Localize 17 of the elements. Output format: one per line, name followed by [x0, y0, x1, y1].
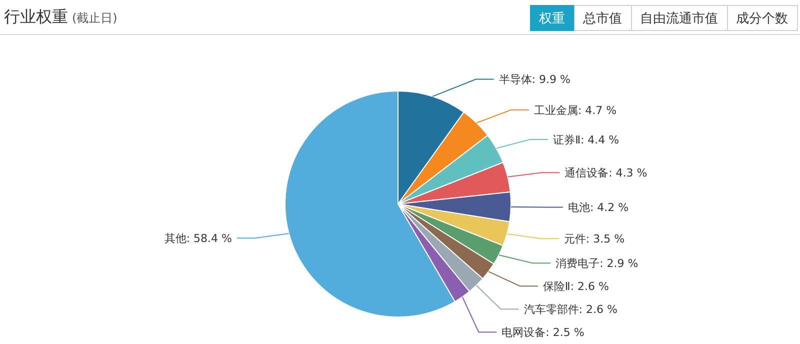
slice-label: 保险Ⅱ: 2.6 % — [542, 280, 609, 293]
tab-button: 成分个数 — [727, 5, 798, 31]
slice-label: 其他: 58.4 % — [164, 232, 232, 246]
slice-label: 元件: 3.5 % — [564, 232, 625, 246]
slice-label: 电网设备: 2.5 % — [502, 326, 584, 339]
tab-button: 权重 — [530, 5, 575, 31]
tab-button: 总市值 — [574, 5, 632, 31]
slice-label: 半导体: 9.9 % — [498, 73, 570, 86]
slice-label: 证券Ⅱ: 4.4 % — [553, 133, 620, 146]
slice-label: 工业金属: 4.7 % — [534, 104, 617, 117]
slice-label: 消费电子: 2.9 % — [556, 256, 638, 270]
slice-label: 电池: 4.2 % — [568, 201, 629, 214]
slice-label: 通信设备: 4.3 % — [564, 166, 648, 180]
slice-label: 汽车零部件: 2.6 % — [524, 302, 618, 316]
chart-subtitle: (截止日) — [72, 11, 118, 25]
text: 行业权重 — [4, 7, 68, 26]
tab-button: 自由流通市值 — [631, 5, 728, 31]
